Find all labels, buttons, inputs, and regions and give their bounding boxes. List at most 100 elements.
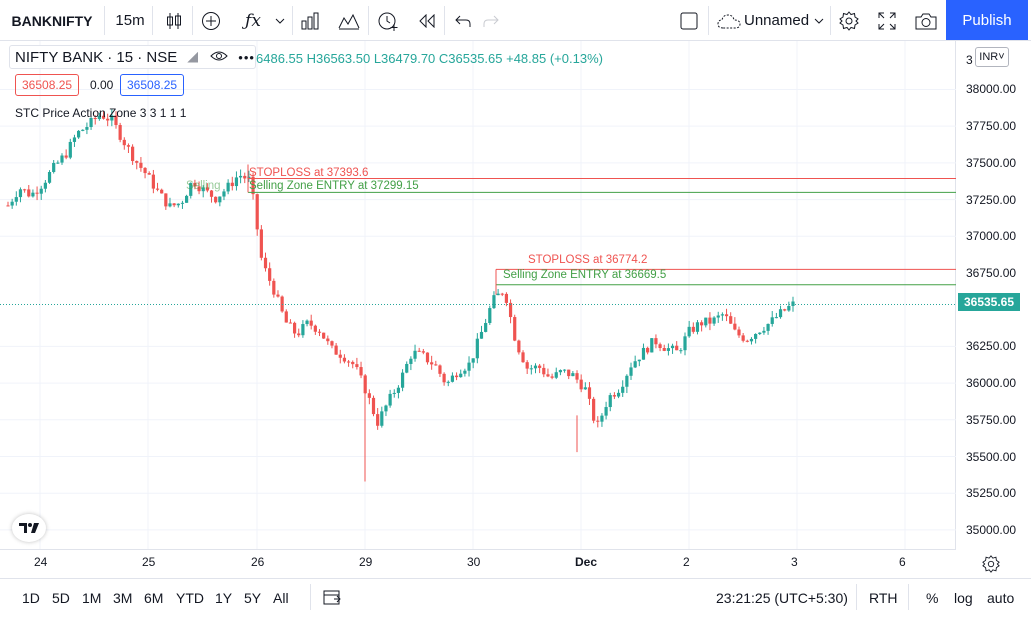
candle-body [691,326,695,332]
log-toggle[interactable]: log [954,590,973,606]
date-range-icon[interactable] [322,588,342,611]
range-button-all[interactable]: All [273,590,289,606]
clock[interactable]: 23:21:25 (UTC+5:30) [716,590,848,606]
toolbar-divider [444,6,445,35]
chart-pane[interactable] [0,41,956,549]
candle-body [774,317,778,319]
candle-body [23,189,27,191]
toolbar-divider [192,6,193,35]
indicators-templates-icon[interactable] [334,0,364,41]
candle-body [126,145,131,147]
candle-body [662,348,666,351]
auto-toggle[interactable]: auto [987,590,1015,606]
candle-body [218,196,222,203]
candle-body [679,350,683,352]
camera-icon[interactable] [912,0,940,41]
candle-body [712,317,716,324]
symbol-search-button[interactable]: BANKNIFTY [11,12,93,29]
flag-icon[interactable] [187,51,199,63]
undo-icon[interactable] [450,0,476,41]
toolbar-divider [368,6,369,35]
price-tick: 37250.00 [966,192,1017,207]
add-indicator-icon[interactable] [197,0,225,41]
range-button-6m[interactable]: 6M [144,590,164,606]
candle-body [106,118,110,121]
candle-body [309,320,313,326]
candle-body [371,397,376,415]
candle-body [222,191,226,197]
currency-select[interactable]: INR ˅ [975,47,1009,67]
price-tick: 35250.00 [966,486,1017,501]
chart-settings-gear-icon[interactable] [982,555,1000,578]
buy-price-button[interactable]: 36508.25 [120,74,185,96]
candle-body [542,367,546,375]
candle-body [538,365,542,368]
candle-body [288,322,293,324]
toolbar-divider [708,6,709,35]
bar-chart-icon[interactable] [296,0,324,41]
stoploss-label-1: STOPLOSS at 37393.6 [249,167,369,179]
sell-price-button[interactable]: 36508.25 [15,74,80,96]
candle-body [297,333,301,336]
gear-icon[interactable] [836,0,862,41]
candle-body [151,174,155,189]
bottom-toolbar [0,578,1031,618]
tradingview-logo[interactable] [12,514,46,542]
legend-symbol[interactable]: NIFTY BANK · 15 · NSE ••• [9,45,256,69]
eye-icon[interactable] [210,49,228,66]
candle-body [77,130,81,138]
layout-name[interactable]: Unnamed [744,12,810,29]
fullscreen-icon[interactable] [874,0,900,41]
toolbar-divider [104,6,105,35]
candle-body [500,293,504,295]
candle-body [197,186,201,192]
candle-body [205,187,209,191]
session-button[interactable]: RTH [869,590,898,606]
candle-body [741,335,745,341]
candle-body [700,322,704,326]
toolbar-divider [830,6,831,35]
candles-icon[interactable] [160,0,188,41]
candle-body [189,182,193,196]
candle-body [783,309,787,311]
price-tick: 37000.00 [966,229,1017,244]
candle-body [583,387,587,390]
candle-body [338,354,342,358]
candle-body [193,182,197,187]
price-chart[interactable] [0,41,956,549]
fx-icon[interactable]: ƒx [245,10,261,31]
percent-toggle[interactable]: % [926,590,939,606]
indicator-legend[interactable]: STC Price Action Zone 3 3 1 1 1 [15,106,187,120]
candle-body [97,115,101,120]
range-button-1m[interactable]: 1M [82,590,102,606]
candle-body [430,362,434,365]
range-button-5d[interactable]: 5D [52,590,70,606]
more-icon[interactable]: ••• [238,49,255,65]
chevron-down-icon[interactable] [810,0,828,41]
alert-icon[interactable] [374,0,402,41]
interval-button[interactable]: 15m [115,12,145,29]
range-button-1d[interactable]: 1D [22,590,40,606]
candle-body [729,316,733,324]
candle-body [330,341,334,346]
candle-body [413,350,417,359]
replay-icon[interactable] [413,0,441,41]
time-axis[interactable] [0,549,956,577]
candle-body [301,324,305,336]
range-button-1y[interactable]: 1Y [215,590,233,606]
candle-body [791,301,795,306]
candle-body [720,314,724,316]
candle-body [376,414,380,426]
publish-button[interactable]: Publish [946,0,1028,40]
range-button-5y[interactable]: 5Y [244,590,262,606]
candle-body [488,308,492,323]
candle-body [263,257,268,269]
chevron-down-icon[interactable] [270,0,290,41]
range-button-ytd[interactable]: YTD [176,590,204,606]
layout-square-icon[interactable] [674,0,704,41]
range-button-3m[interactable]: 3M [113,590,133,606]
time-tick: 25 [142,555,156,569]
candle-body [39,188,43,194]
legend-symbol-text: NIFTY BANK · 15 · NSE [15,48,178,66]
redo-icon[interactable] [478,0,504,41]
